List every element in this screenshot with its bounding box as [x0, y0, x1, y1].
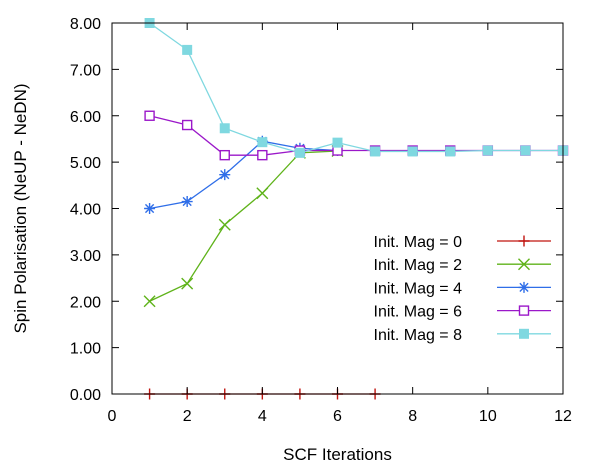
data-point [144, 203, 156, 214]
data-point [181, 119, 193, 131]
legend-entry: Init. Mag = 4 [374, 280, 551, 297]
y-axis-title: Spin Polarisation (NeUP - NeDN) [11, 83, 30, 333]
data-point [181, 277, 194, 290]
y-tick-label: 4.00 [70, 202, 101, 219]
data-point [407, 146, 418, 157]
y-tick-label: 6.00 [70, 109, 101, 126]
data-point [219, 149, 230, 161]
data-point [482, 145, 493, 156]
legend-entry: Init. Mag = 0 [374, 234, 551, 251]
series-4 [144, 18, 568, 158]
data-point [445, 146, 456, 157]
data-point [218, 218, 231, 231]
series-2 [144, 135, 343, 214]
legend-marker [518, 258, 530, 271]
series-1 [143, 145, 344, 308]
data-point [219, 123, 230, 134]
x-tick-label: 6 [333, 408, 342, 425]
data-point [144, 110, 155, 121]
x-tick-label: 12 [554, 408, 572, 425]
legend-label: Init. Mag = 2 [374, 257, 463, 274]
legend-entry: Init. Mag = 2 [374, 257, 551, 274]
data-point [370, 146, 381, 157]
y-tick-label: 5.00 [70, 155, 101, 172]
series-line [149, 22, 563, 154]
series-3 [144, 110, 569, 161]
legend-marker [519, 328, 529, 339]
legend-entry: Init. Mag = 8 [374, 327, 551, 344]
legend-label: Init. Mag = 0 [374, 234, 463, 251]
x-axis-title: SCF Iterations [283, 445, 392, 464]
x-tick-label: 2 [183, 408, 192, 425]
x-tick-label: 8 [408, 408, 417, 425]
data-point [294, 147, 305, 158]
y-tick-label: 0.00 [70, 387, 101, 404]
legend-marker [518, 235, 530, 247]
data-point [332, 137, 343, 148]
data-point [181, 196, 193, 208]
data-point [182, 44, 193, 55]
legend-marker [518, 305, 530, 316]
data-point [256, 187, 269, 200]
plot-frame [111, 22, 564, 395]
y-tick-label: 2.00 [70, 294, 101, 311]
legend-marker [518, 281, 530, 293]
data-point [143, 295, 156, 308]
x-tick-label: 0 [108, 408, 117, 425]
x-tick-label: 4 [258, 408, 267, 425]
y-tick-label: 1.00 [70, 341, 101, 358]
x-tick-label: 10 [479, 408, 497, 425]
legend: Init. Mag = 0 Init. Mag = 2 Init. Mag = 4 I… [374, 234, 551, 344]
series-line [149, 150, 338, 302]
legend-label: Init. Mag = 6 [374, 304, 463, 321]
data-point [520, 145, 531, 156]
series-layer [143, 18, 569, 400]
y-tick-label: 7.00 [70, 62, 101, 79]
ticks-layer: 0 2 4 6 8 10 12 0.00 1.00 2.00 3.00 4.00 5.00 6.00 7.0… [70, 16, 572, 425]
series-line [149, 140, 338, 210]
legend-label: Init. Mag = 4 [374, 280, 463, 297]
series-line [149, 115, 563, 156]
data-point [257, 149, 268, 161]
legend-entry: Init. Mag = 6 [374, 304, 551, 321]
y-tick-label: 3.00 [70, 248, 101, 265]
legend-label: Init. Mag = 8 [374, 327, 463, 344]
data-point [257, 137, 268, 148]
y-tick-label: 8.00 [70, 16, 101, 33]
data-point [219, 169, 231, 181]
